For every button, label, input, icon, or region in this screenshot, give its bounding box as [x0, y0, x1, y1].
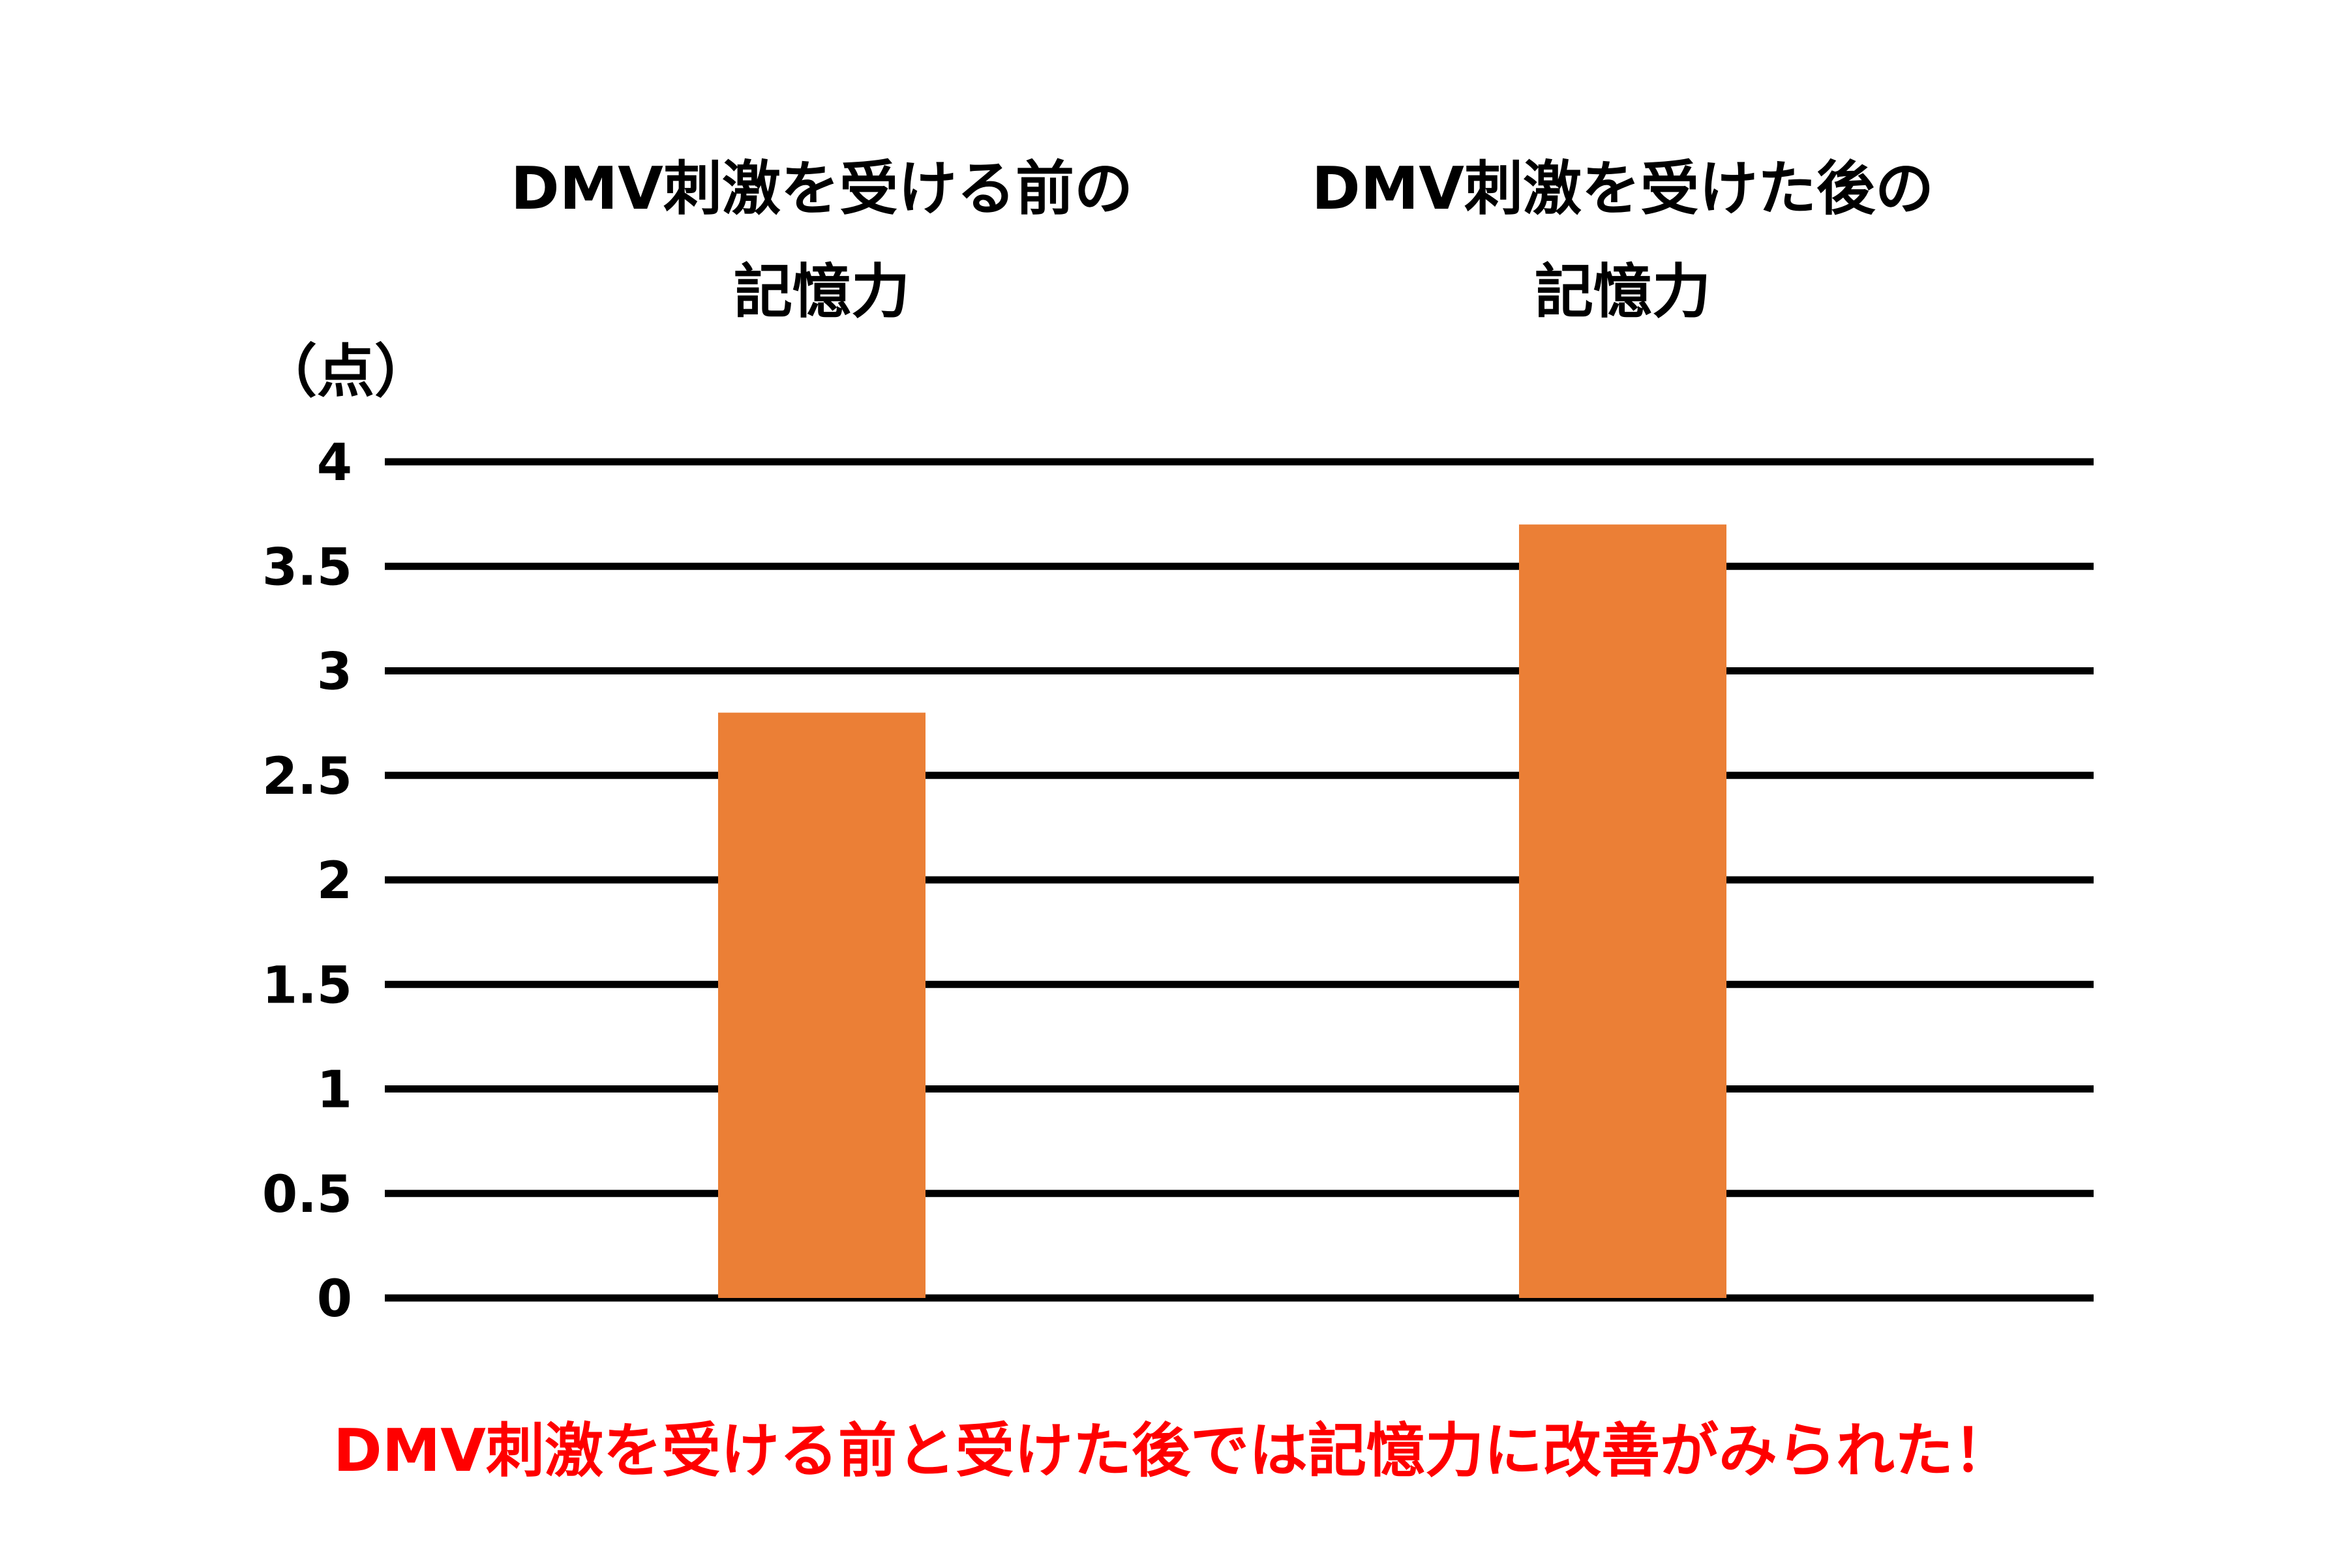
y-tick-label: 2.5 — [262, 747, 352, 806]
category-label: DMV刺激を受けた後の — [1312, 155, 1934, 223]
y-axis-unit-label: （点） — [260, 338, 432, 405]
y-tick-labels: 0 0.5 1 1.5 2 2.5 3 3.5 4 — [262, 434, 352, 1329]
bar — [718, 712, 926, 1298]
category-label: 記憶力 — [1535, 258, 1711, 326]
y-tick-label: 4 — [317, 434, 352, 492]
y-tick-label: 2 — [317, 852, 352, 911]
bars — [718, 524, 1726, 1298]
chart-caption: DMV刺激を受ける前と受けた後では記憶力に改善がみられた！ — [333, 1417, 2012, 1485]
grid-layer — [385, 458, 2094, 1302]
category-label: DMV刺激を受ける前の — [511, 155, 1133, 223]
category-label: 記憶力 — [734, 258, 910, 326]
y-tick-label: 3 — [317, 643, 352, 702]
y-tick-label: 3.5 — [262, 538, 352, 597]
y-tick-label: 0 — [317, 1270, 352, 1329]
bar — [1519, 524, 1726, 1298]
y-tick-label: 1 — [317, 1061, 352, 1120]
y-tick-label: 1.5 — [262, 956, 352, 1015]
y-tick-label: 0.5 — [262, 1166, 352, 1224]
